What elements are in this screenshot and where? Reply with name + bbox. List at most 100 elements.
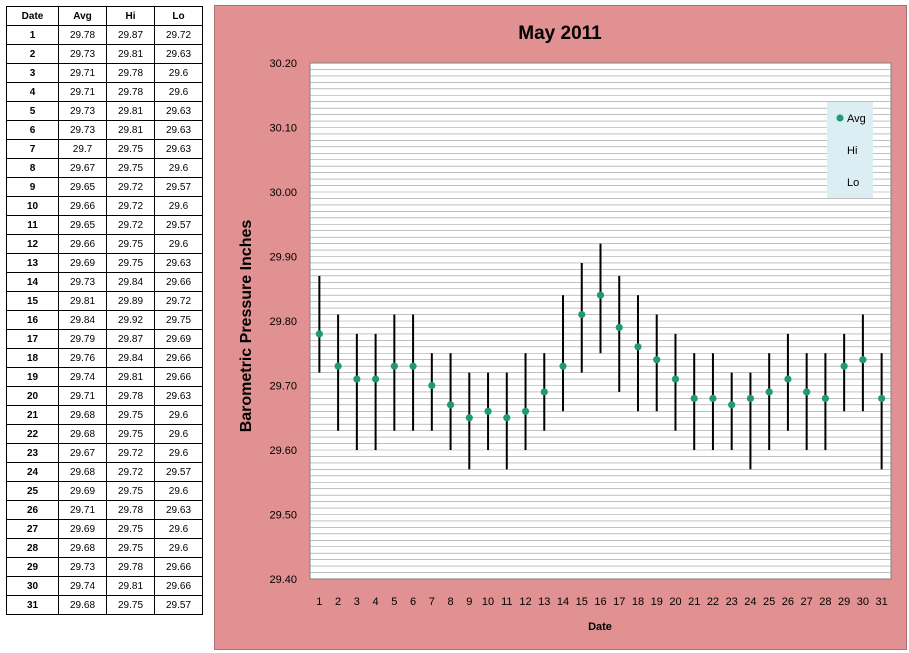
cell-avg: 29.66 bbox=[58, 196, 107, 216]
cell-lo: 29.66 bbox=[154, 557, 203, 577]
table-row: 16 29.84 29.92 29.75 bbox=[6, 310, 203, 330]
cell-hi: 29.92 bbox=[106, 310, 155, 330]
cell-avg: 29.68 bbox=[58, 424, 107, 444]
header-hi: Hi bbox=[106, 6, 155, 26]
x-tick-label: 12 bbox=[519, 596, 531, 608]
y-tick-label: 29.40 bbox=[269, 574, 297, 586]
x-tick-label: 29 bbox=[838, 596, 850, 608]
table-row: 2 29.73 29.81 29.63 bbox=[6, 44, 203, 64]
cell-avg: 29.65 bbox=[58, 177, 107, 197]
cell-hi: 29.87 bbox=[106, 25, 155, 45]
y-axis-title: Barometric Pressure Inches bbox=[238, 220, 255, 433]
cell-date: 30 bbox=[6, 576, 59, 596]
cell-date: 21 bbox=[6, 405, 59, 425]
cell-date: 8 bbox=[6, 158, 59, 178]
x-tick-label: 17 bbox=[613, 596, 625, 608]
cell-avg: 29.73 bbox=[58, 101, 107, 121]
cell-hi: 29.81 bbox=[106, 120, 155, 140]
cell-lo: 29.63 bbox=[154, 44, 203, 64]
y-axis-ticks: 29.40 29.50 29.60 29.70 29.80 29.90 30.00 30.10… bbox=[269, 58, 297, 586]
table-row: 28 29.68 29.75 29.6 bbox=[6, 538, 203, 558]
cell-hi: 29.75 bbox=[106, 538, 155, 558]
cell-hi: 29.75 bbox=[106, 424, 155, 444]
avg-point bbox=[859, 356, 867, 364]
x-tick-label: 30 bbox=[857, 596, 869, 608]
cell-lo: 29.66 bbox=[154, 348, 203, 368]
cell-lo: 29.6 bbox=[154, 63, 203, 83]
cell-date: 17 bbox=[6, 329, 59, 349]
cell-lo: 29.6 bbox=[154, 234, 203, 254]
avg-point bbox=[728, 401, 736, 409]
legend-lo-label: Lo bbox=[847, 177, 859, 189]
x-axis-ticks: 1 2 3 4 5 6 7 8 9 10 11 12 13 14 15 16 17 18 19 20 21 22 23 24 2… bbox=[316, 596, 887, 608]
avg-points bbox=[315, 291, 886, 422]
cell-lo: 29.6 bbox=[154, 519, 203, 539]
avg-point bbox=[671, 375, 680, 383]
chart-panel: 29.40 29.50 29.60 29.70 29.80 29.90 30.00 30.10… bbox=[214, 5, 907, 650]
avg-point bbox=[390, 362, 398, 370]
x-tick-label: 20 bbox=[669, 596, 681, 608]
x-axis-title: Date bbox=[588, 621, 612, 633]
cell-hi: 29.72 bbox=[106, 215, 155, 235]
table-row: 26 29.71 29.78 29.63 bbox=[6, 500, 203, 520]
cell-avg: 29.81 bbox=[58, 291, 107, 311]
cell-lo: 29.72 bbox=[154, 291, 203, 311]
cell-avg: 29.68 bbox=[58, 405, 107, 425]
cell-date: 12 bbox=[6, 234, 59, 254]
cell-hi: 29.84 bbox=[106, 272, 155, 292]
table-row: 15 29.81 29.89 29.72 bbox=[6, 291, 203, 311]
legend-box bbox=[827, 102, 873, 198]
cell-hi: 29.75 bbox=[106, 139, 155, 159]
y-tick-label: 29.50 bbox=[269, 510, 297, 522]
cell-lo: 29.6 bbox=[154, 443, 203, 463]
avg-point bbox=[465, 414, 473, 422]
avg-point bbox=[334, 362, 342, 370]
avg-point bbox=[596, 291, 605, 299]
avg-point bbox=[578, 310, 586, 319]
table-row: 21 29.68 29.75 29.6 bbox=[6, 405, 203, 425]
cell-date: 6 bbox=[6, 120, 59, 140]
table-row: 3 29.71 29.78 29.6 bbox=[6, 63, 203, 83]
pressure-chart: 29.40 29.50 29.60 29.70 29.80 29.90 30.00 30.10… bbox=[238, 23, 892, 633]
cell-lo: 29.63 bbox=[154, 253, 203, 273]
x-tick-label: 8 bbox=[448, 596, 454, 608]
x-tick-label: 5 bbox=[391, 596, 397, 608]
header-date: Date bbox=[6, 6, 59, 26]
cell-date: 31 bbox=[6, 595, 59, 615]
cell-lo: 29.63 bbox=[154, 120, 203, 140]
cell-date: 28 bbox=[6, 538, 59, 558]
cell-hi: 29.72 bbox=[106, 462, 155, 482]
cell-lo: 29.57 bbox=[154, 177, 203, 197]
x-tick-label: 13 bbox=[538, 596, 550, 608]
cell-date: 25 bbox=[6, 481, 59, 501]
cell-hi: 29.84 bbox=[106, 348, 155, 368]
table-row: 29 29.73 29.78 29.66 bbox=[6, 557, 203, 577]
x-tick-label: 4 bbox=[373, 596, 379, 608]
cell-lo: 29.57 bbox=[154, 462, 203, 482]
cell-date: 14 bbox=[6, 272, 59, 292]
y-tick-label: 29.90 bbox=[269, 252, 297, 264]
x-tick-label: 1 bbox=[316, 596, 322, 608]
x-tick-label: 7 bbox=[429, 596, 435, 608]
x-tick-label: 3 bbox=[354, 596, 360, 608]
cell-avg: 29.71 bbox=[58, 63, 107, 83]
table-row: 9 29.65 29.72 29.57 bbox=[6, 177, 203, 197]
cell-date: 24 bbox=[6, 462, 59, 482]
table-row: 5 29.73 29.81 29.63 bbox=[6, 101, 203, 121]
avg-point bbox=[446, 401, 455, 409]
avg-point bbox=[615, 323, 623, 332]
cell-lo: 29.6 bbox=[154, 538, 203, 558]
cell-date: 7 bbox=[6, 139, 59, 159]
table-row: 31 29.68 29.75 29.57 bbox=[6, 595, 203, 615]
cell-hi: 29.81 bbox=[106, 44, 155, 64]
cell-avg: 29.79 bbox=[58, 329, 107, 349]
avg-point bbox=[653, 356, 661, 364]
avg-point bbox=[784, 375, 792, 383]
x-tick-label: 6 bbox=[410, 596, 416, 608]
cell-hi: 29.81 bbox=[106, 576, 155, 596]
cell-date: 19 bbox=[6, 367, 59, 387]
cell-date: 4 bbox=[6, 82, 59, 102]
cell-lo: 29.6 bbox=[154, 481, 203, 501]
cell-avg: 29.68 bbox=[58, 462, 107, 482]
cell-date: 29 bbox=[6, 557, 59, 577]
